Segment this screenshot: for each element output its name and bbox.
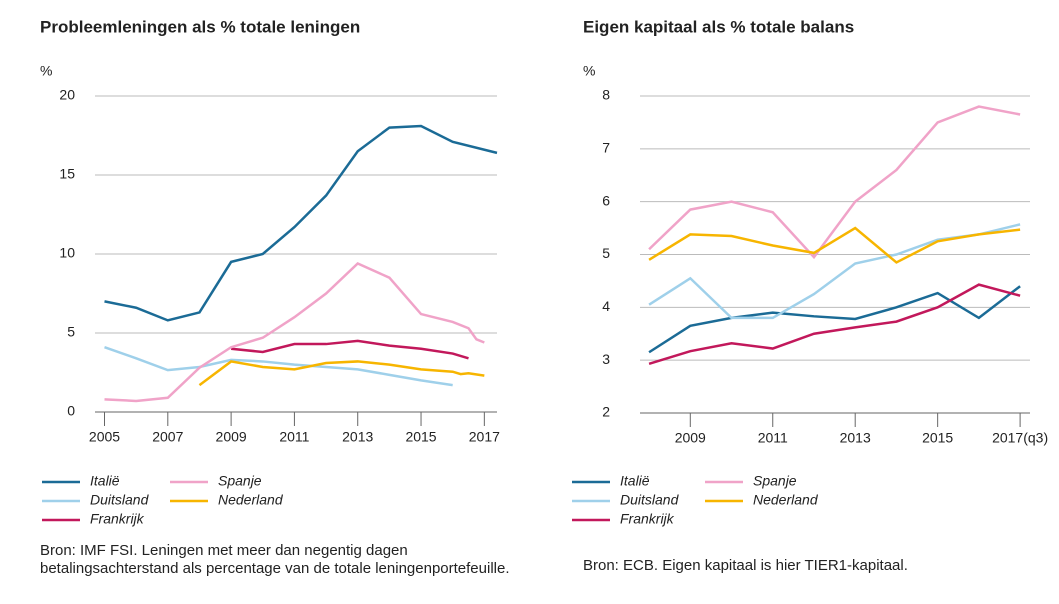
y-tick-label: 7	[602, 140, 610, 156]
legend-label: Spanje	[218, 473, 262, 489]
legend-label: Frankrijk	[90, 511, 145, 527]
series-line	[648, 285, 1021, 354]
y-tick-label: 3	[602, 351, 610, 367]
x-tick-label: 2015	[922, 430, 953, 446]
legend-label: Nederland	[218, 492, 284, 508]
y-tick-label: 2	[602, 404, 610, 420]
x-tick-label: 2007	[152, 429, 183, 445]
y-tick-label: 0	[67, 403, 75, 419]
chart-title: Probleemleningen als % totale leningen	[40, 17, 360, 36]
legend-label: Nederland	[753, 492, 819, 508]
x-tick-label: 2009	[216, 429, 247, 445]
series-line	[648, 223, 1021, 320]
y-tick-label: 5	[602, 245, 610, 261]
legend-label: Duitsland	[620, 492, 680, 508]
y-tick-label: 6	[602, 192, 610, 208]
x-tick-label: 2013	[840, 430, 871, 446]
series-line	[104, 346, 453, 387]
x-tick-label: 2017	[469, 429, 500, 445]
series-line	[104, 261, 485, 403]
legend-label: Italië	[90, 473, 120, 489]
x-tick-label: 2013	[342, 429, 373, 445]
legend-label: Frankrijk	[620, 511, 675, 527]
x-tick-label: 2011	[279, 429, 309, 445]
x-tick-label: 2017(q3)	[992, 430, 1048, 446]
y-tick-label: 10	[59, 245, 75, 261]
legend-label: Italië	[620, 473, 650, 489]
series-line	[648, 283, 1021, 366]
series-line	[230, 339, 469, 360]
x-tick-label: 2015	[405, 429, 436, 445]
series-line	[198, 360, 485, 387]
chart-title: Eigen kapitaal als % totale balans	[583, 17, 854, 36]
series-line	[648, 226, 1021, 264]
y-tick-label: 8	[602, 87, 610, 103]
x-tick-label: 2009	[675, 430, 706, 446]
y-unit: %	[583, 63, 595, 79]
y-tick-label: 20	[59, 87, 75, 103]
source-note: Bron: IMF FSI. Leningen met meer dan neg…	[40, 542, 510, 577]
x-tick-label: 2011	[758, 430, 788, 446]
legend-label: Duitsland	[90, 492, 150, 508]
legend-label: Spanje	[753, 473, 797, 489]
source-note: Bron: ECB. Eigen kapitaal is hier TIER1-…	[583, 557, 908, 574]
y-tick-label: 4	[602, 298, 610, 314]
y-tick-label: 5	[67, 324, 75, 340]
series-line	[648, 105, 1021, 260]
y-unit: %	[40, 63, 52, 79]
x-tick-label: 2005	[89, 429, 120, 445]
y-tick-label: 15	[59, 166, 75, 182]
series-line	[104, 124, 498, 322]
